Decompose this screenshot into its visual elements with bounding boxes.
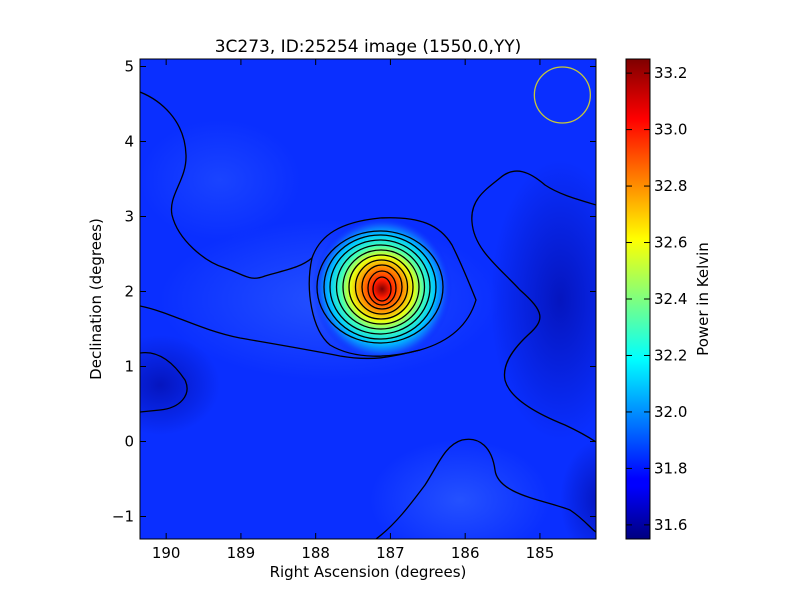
x-tick-label: 189 (227, 544, 256, 562)
contour-line (335, 244, 426, 330)
y-tick-label: 1 (124, 358, 134, 376)
contour-line (316, 230, 444, 344)
colorbar-tick-label: 32.4 (654, 290, 687, 308)
x-tick-label: 186 (451, 544, 480, 562)
contour-line (375, 438, 596, 539)
colorbar-tick-label: 31.8 (654, 459, 687, 477)
contour-line (323, 234, 437, 340)
contour-line (342, 249, 420, 325)
contour-line (367, 270, 397, 306)
plot-frame (139, 58, 597, 540)
colorbar-label: Power in Kelvin (694, 242, 712, 356)
source-contours (316, 230, 444, 344)
x-tick-label: 187 (376, 544, 405, 562)
heatmap-bright-region (140, 120, 300, 240)
y-tick-label: 4 (124, 133, 134, 151)
contour-line (348, 254, 414, 320)
contour-line (329, 239, 431, 335)
y-axis-label: Declination (degrees) (87, 218, 105, 380)
y-tick-label: 5 (124, 58, 134, 76)
source-emission (312, 217, 452, 361)
y-tick-label: 0 (124, 433, 134, 451)
colorbar-tick-label: 31.6 (654, 516, 687, 534)
colorbar-tick-label: 32.2 (654, 346, 687, 364)
y-tick-label: 2 (124, 283, 134, 301)
contour-line (140, 91, 313, 279)
contour-line (140, 352, 188, 413)
heatmap-bright-region (370, 440, 550, 539)
x-tick-label: 190 (152, 544, 181, 562)
beam-marker (533, 66, 592, 124)
chart-title: 3C273, ID:25254 image (1550.0,YY) (215, 37, 522, 57)
contour-line (140, 305, 421, 360)
y-axis-ticks: −1 0 1 2 3 4 5 (112, 58, 596, 526)
contour-line (354, 259, 409, 315)
x-tick-label: 185 (526, 544, 555, 562)
colorbar-tick-label: 32.8 (654, 177, 687, 195)
heatmap-area (140, 59, 596, 539)
contour-line (471, 170, 596, 443)
contour-lines (140, 91, 596, 539)
colorbar-tick-label: 32.0 (654, 403, 687, 421)
x-axis-label: Right Ascension (degrees) (270, 563, 467, 581)
x-tick-label: 188 (301, 544, 330, 562)
colorbar-ticks: 31.6 31.8 32.0 32.2 32.4 32.6 32.8 33.0 33.2 (626, 64, 687, 534)
contour-line (372, 276, 392, 302)
x-axis-ticks: 190 189 188 187 186 185 (152, 59, 554, 562)
y-tick-label: 3 (124, 208, 134, 226)
contour-line (308, 217, 477, 357)
y-tick-label: −1 (112, 508, 134, 526)
colorbar-tick-label: 33.0 (654, 121, 687, 139)
contour-line (361, 264, 403, 310)
heatmap-low-region (490, 160, 596, 440)
colorbar-tick-label: 33.2 (654, 64, 687, 82)
colorbar-tick-label: 32.6 (654, 234, 687, 252)
heatmap-low-region (560, 440, 596, 539)
